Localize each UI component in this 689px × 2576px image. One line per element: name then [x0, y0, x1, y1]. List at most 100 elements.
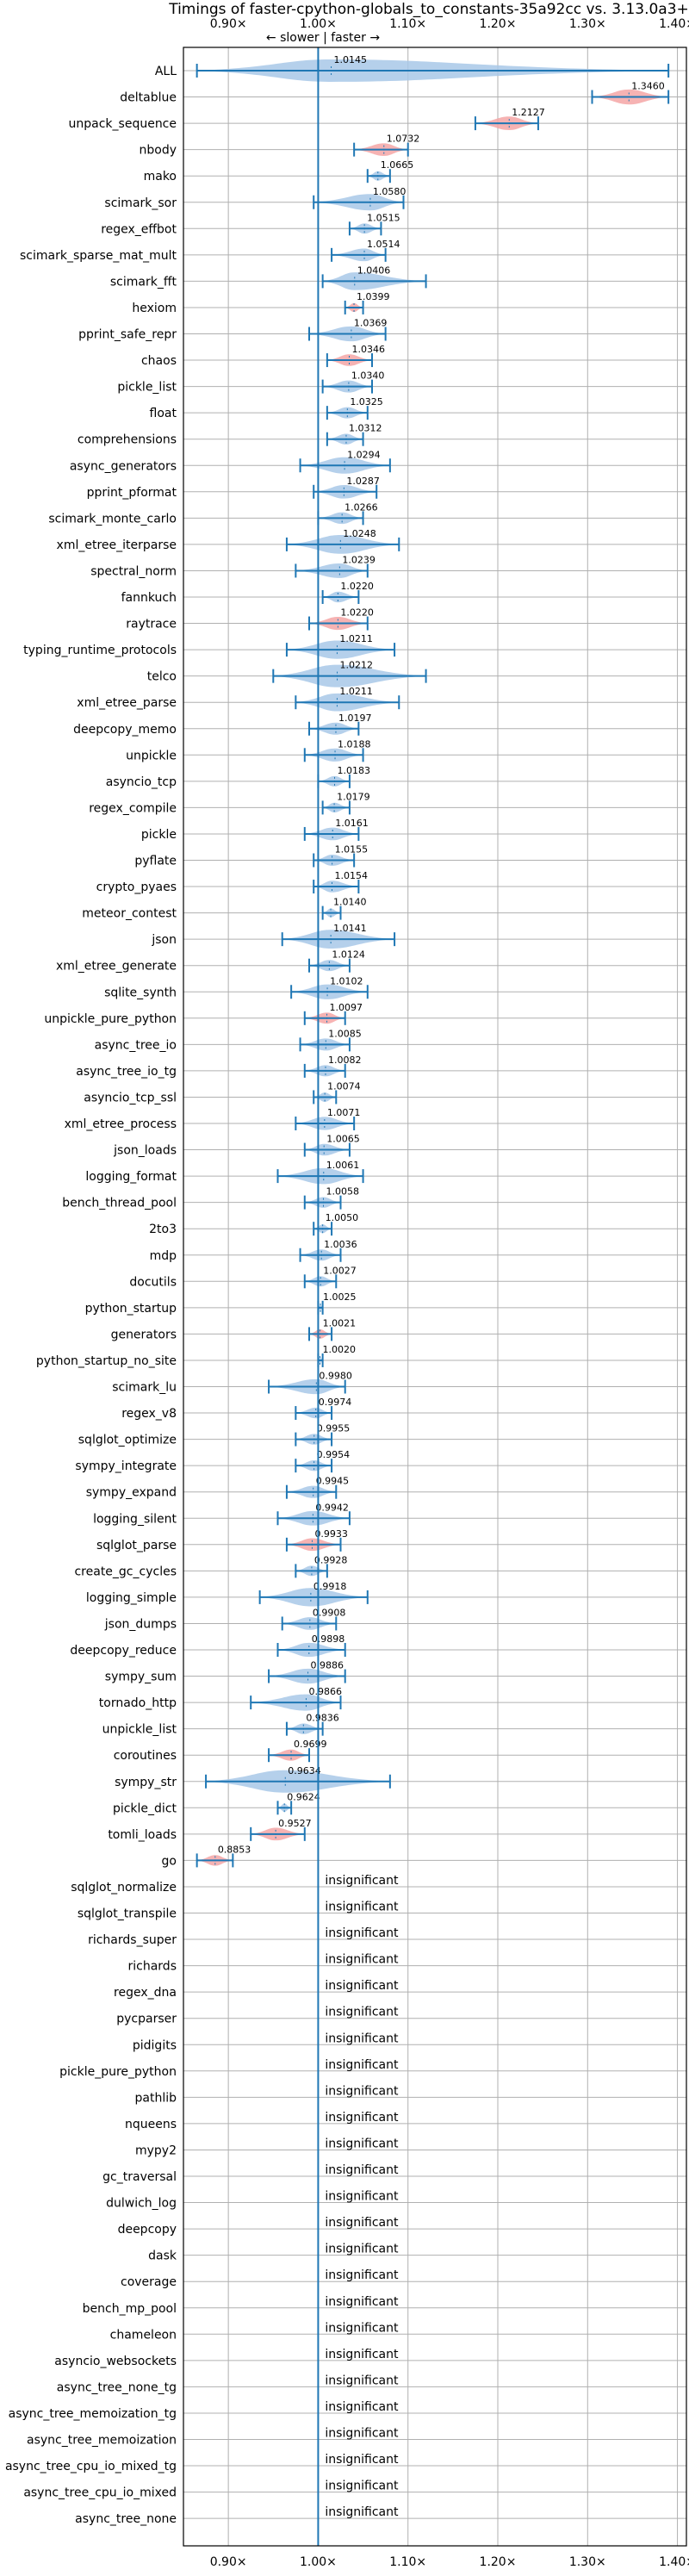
value-label: 0.8853	[218, 1844, 251, 1855]
bottom-tick-labels: 0.90× 1.00× 1.10× 1.20× 1.30× 1.40×	[210, 2555, 689, 2569]
value-label: 1.0248	[343, 528, 376, 539]
category-label: deepcopy	[118, 2223, 177, 2237]
category-label: richards	[128, 1960, 177, 1974]
value-label: 1.0515	[367, 212, 400, 223]
category-label: sympy_sum	[105, 1671, 177, 1684]
category-label: json	[151, 933, 177, 947]
category-label: pathlib	[135, 2091, 177, 2105]
category-label: mypy2	[135, 2144, 177, 2157]
direction-label: ← slower | faster →	[266, 31, 380, 45]
x-tick-label-top: 1.20×	[480, 17, 517, 31]
category-label: pickle_pure_python	[59, 2065, 177, 2079]
value-label: 1.0154	[334, 870, 368, 881]
category-label: dask	[148, 2249, 177, 2263]
category-label: regex_dna	[114, 1986, 177, 2000]
insignificant-label: insignificant	[325, 2058, 399, 2072]
category-label: json_dumps	[104, 1617, 177, 1631]
value-label: 1.0406	[357, 264, 391, 276]
category-label: async_tree_none	[75, 2512, 177, 2526]
x-tick-label-top: 1.00×	[300, 17, 337, 31]
insignificant-label: insignificant	[325, 1926, 399, 1940]
value-label: 0.9928	[314, 1554, 348, 1565]
value-label: 1.0071	[327, 1107, 361, 1118]
value-label: 1.0085	[328, 1028, 362, 1039]
chart-title: Timings of faster-cpython-globals_to_con…	[168, 1, 689, 18]
insignificant-label: insignificant	[325, 2216, 399, 2230]
value-label: 0.9624	[287, 1791, 320, 1802]
value-label: 1.2127	[512, 107, 545, 118]
category-label: bench_thread_pool	[62, 1197, 177, 1210]
value-label: 1.0065	[326, 1134, 360, 1145]
category-label: tomli_loads	[108, 1828, 177, 1842]
category-label: pickle_list	[117, 381, 177, 395]
category-label: mako	[144, 170, 177, 184]
category-label: async_tree_io_tg	[76, 1065, 177, 1079]
category-label: coroutines	[114, 1749, 177, 1763]
category-label: generators	[111, 1328, 177, 1341]
category-label: python_startup	[85, 1302, 177, 1316]
category-label: async_tree_memoization_tg	[9, 2407, 177, 2421]
category-label: 2to3	[149, 1223, 177, 1236]
insignificant-label: insignificant	[325, 1874, 399, 1888]
x-tick-label-top: 1.40×	[659, 17, 689, 31]
category-label: docutils	[129, 1275, 177, 1289]
value-label: 0.9942	[315, 1502, 349, 1513]
insignificant-label: insignificant	[325, 2295, 399, 2309]
insignificant-label: insignificant	[325, 2427, 399, 2441]
value-label: 1.0346	[352, 344, 386, 355]
category-label: raytrace	[126, 618, 177, 632]
category-label: comprehensions	[78, 433, 177, 447]
value-label: 1.0399	[357, 291, 390, 302]
category-label: async_tree_cpu_io_mixed	[23, 2486, 177, 2500]
value-label: 0.9866	[308, 1686, 342, 1697]
category-label: sympy_str	[115, 1776, 177, 1789]
value-label: 1.0287	[346, 476, 380, 487]
insignificant-label: insignificant	[325, 2190, 399, 2204]
category-label: pprint_pformat	[87, 486, 177, 500]
category-label: bench_mp_pool	[83, 2302, 177, 2316]
category-label: sqlglot_parse	[96, 1539, 177, 1552]
value-label: 1.0239	[342, 554, 376, 565]
value-label: 1.0141	[333, 923, 367, 934]
category-label: pprint_safe_repr	[78, 328, 177, 342]
category-label: meteor_contest	[82, 907, 177, 921]
category-label: pickle	[141, 828, 177, 842]
value-label: 1.0340	[351, 370, 385, 382]
insignificant-label: insignificant	[325, 2348, 399, 2361]
value-label: 0.9908	[313, 1607, 346, 1618]
insignificant-label: insignificant	[325, 2321, 399, 2335]
value-label: 1.0155	[335, 844, 369, 856]
category-label: unpickle_list	[102, 1723, 177, 1737]
category-label: nbody	[140, 144, 177, 158]
value-label: 0.9634	[288, 1765, 321, 1776]
category-label: gc_traversal	[102, 2170, 177, 2184]
category-label: async_tree_none_tg	[57, 2380, 177, 2394]
category-label: create_gc_cycles	[74, 1565, 177, 1578]
value-label: 1.0050	[326, 1212, 359, 1223]
value-label: 0.9886	[311, 1660, 344, 1671]
category-label: asyncio_tcp	[106, 775, 177, 789]
value-label: 1.0124	[332, 949, 365, 961]
category-label: sqlglot_optimize	[78, 1434, 177, 1447]
category-label: unpickle_pure_python	[44, 1012, 177, 1026]
value-label: 1.0580	[373, 186, 407, 197]
category-label: sympy_integrate	[75, 1459, 177, 1473]
value-label: 1.0211	[339, 686, 373, 697]
category-label: pyflate	[134, 855, 177, 868]
top-tick-labels: 0.90× 1.00× 1.10× 1.20× 1.30× 1.40×	[210, 17, 689, 31]
value-label: 1.0074	[327, 1080, 361, 1092]
insignificant-label: insignificant	[325, 2163, 399, 2177]
value-label: 1.0732	[387, 134, 420, 145]
value-label: 1.0036	[324, 1239, 357, 1250]
value-label: 0.9945	[316, 1476, 350, 1487]
category-label: python_startup_no_site	[36, 1354, 177, 1368]
category-label: ALL	[155, 65, 177, 78]
category-label: typing_runtime_protocols	[23, 644, 177, 657]
value-label: 1.0312	[349, 423, 382, 434]
category-label: go	[162, 1854, 177, 1868]
category-label: regex_effbot	[101, 222, 177, 236]
category-label: xml_etree_iterparse	[57, 538, 177, 552]
category-label: asyncio_websockets	[54, 2355, 177, 2368]
insignificant-label: insignificant	[325, 2006, 399, 2019]
